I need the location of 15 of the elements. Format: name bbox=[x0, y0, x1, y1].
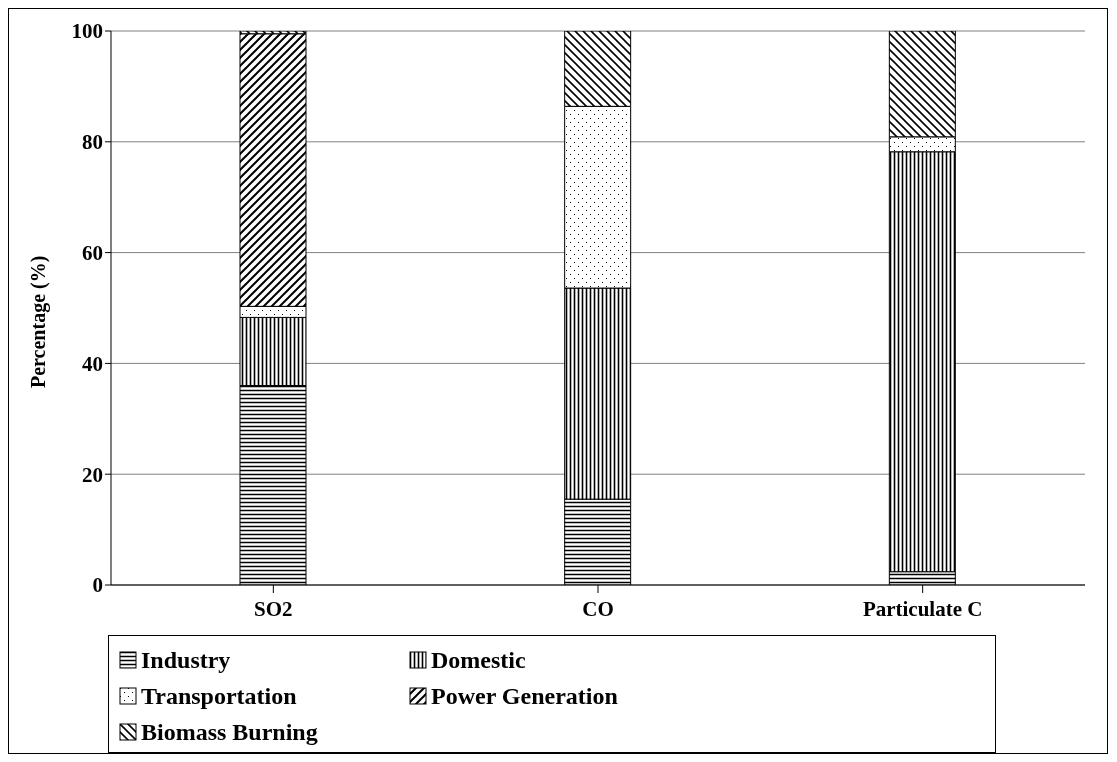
x-tick-label: CO bbox=[582, 596, 614, 621]
y-tick-label: 80 bbox=[82, 130, 103, 155]
y-tick-label: 0 bbox=[92, 573, 103, 598]
legend-label: Biomass Burning bbox=[141, 718, 318, 746]
legend-label: Power Generation bbox=[431, 682, 618, 710]
x-tick-label: SO2 bbox=[254, 596, 293, 621]
y-tick-label: 100 bbox=[71, 19, 103, 44]
y-tick-label: 40 bbox=[82, 351, 103, 376]
y-tick-label: 20 bbox=[82, 462, 103, 487]
y-tick-label: 60 bbox=[82, 241, 103, 266]
legend-label: Industry bbox=[141, 646, 231, 674]
legend-label: Transportation bbox=[141, 682, 297, 710]
y-axis-title: Percentage (%) bbox=[27, 255, 51, 388]
x-tick-label: Particulate C bbox=[862, 596, 983, 621]
legend-label: Domestic bbox=[431, 646, 526, 674]
